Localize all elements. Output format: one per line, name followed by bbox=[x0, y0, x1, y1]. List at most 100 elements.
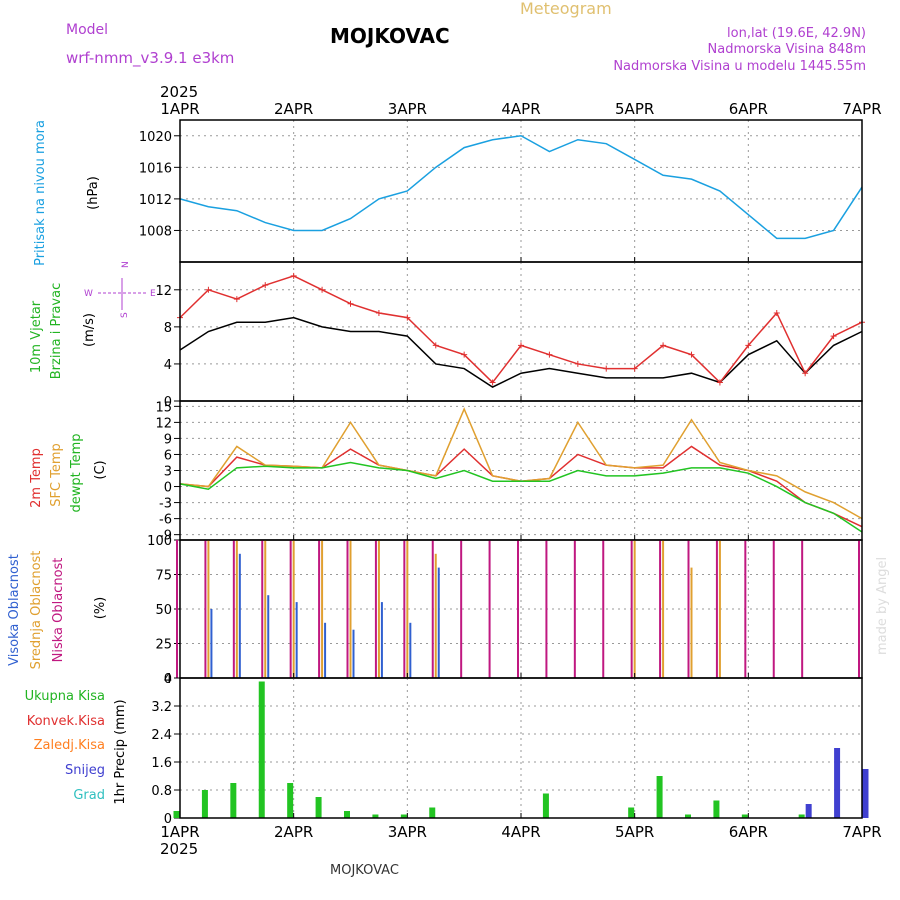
pressure-panel: 1008 1012 1016 1020 bbox=[139, 119, 863, 263]
bar-niska-oblacnost bbox=[858, 540, 860, 678]
ytick-label: 9 bbox=[164, 432, 172, 447]
ytick-label: 4 bbox=[164, 358, 172, 373]
temp2m-axis-label: 2m Temp bbox=[29, 448, 44, 508]
bar-srednja-oblacnost bbox=[349, 540, 352, 678]
model-elevation-label: Nadmorska Visina u modelu 1445.55m bbox=[613, 59, 866, 74]
ytick-label: 100 bbox=[147, 534, 172, 549]
bar-srednja-oblacnost bbox=[321, 540, 324, 678]
bar-ukupna-kisa bbox=[173, 811, 180, 818]
series-line-pritisak bbox=[179, 135, 863, 240]
ytick-label: 75 bbox=[155, 569, 172, 584]
bar-niska-oblacnost bbox=[517, 540, 519, 678]
sfc-axis-label: SFC Temp bbox=[49, 443, 64, 507]
ytick-label: 0.8 bbox=[151, 784, 172, 799]
gust-marker bbox=[631, 365, 638, 372]
low-cloud-axis-label: Niska Oblacnost bbox=[51, 558, 66, 663]
bar-ukupna-kisa bbox=[798, 814, 805, 818]
precip-legend-conv: Konvek.Kisa bbox=[27, 714, 105, 729]
bar-niska-oblacnost bbox=[176, 540, 178, 678]
date-label-bottom: 7APR bbox=[842, 823, 881, 841]
date-label-bottom: 2APR bbox=[274, 823, 313, 841]
ytick-label: -3 bbox=[159, 497, 172, 512]
bar-niska-oblacnost bbox=[374, 540, 377, 678]
bar-niska-oblacnost bbox=[318, 540, 321, 678]
pressure-unit-label: (hPa) bbox=[86, 176, 101, 210]
date-label-top: 1APR bbox=[160, 100, 199, 118]
bar-ukupna-kisa bbox=[741, 814, 748, 818]
bar-visoka-oblacnost bbox=[324, 622, 327, 678]
bar-ukupna-kisa bbox=[201, 790, 208, 818]
bar-niska-oblacnost bbox=[715, 540, 718, 678]
ytick-label: 1008 bbox=[139, 224, 172, 239]
date-label-top: 5APR bbox=[615, 100, 654, 118]
precip-unit-label: 1hr Precip (mm) bbox=[113, 699, 128, 804]
gust-marker bbox=[404, 314, 411, 321]
bar-srednja-oblacnost bbox=[633, 540, 636, 678]
date-label-bottom: 4APR bbox=[501, 823, 540, 841]
wind-axis-label-2: Brzina i Pravac bbox=[49, 283, 64, 380]
ytick-label: 15 bbox=[155, 400, 172, 415]
bar-srednja-oblacnost bbox=[434, 553, 437, 678]
watermark: made by Angel bbox=[875, 557, 890, 655]
gust-marker bbox=[375, 309, 382, 316]
wind-panel: 0 4 8 12 bbox=[155, 261, 865, 410]
series-line-dewpt-temp bbox=[179, 461, 863, 533]
bar-snijeg bbox=[805, 804, 812, 818]
ytick-label: 8 bbox=[164, 321, 172, 336]
bar-niska-oblacnost bbox=[289, 540, 292, 678]
bar-niska-oblacnost bbox=[460, 540, 463, 678]
bar-visoka-oblacnost bbox=[295, 602, 298, 678]
ytick-label: 4 bbox=[164, 672, 172, 687]
wind-unit-label: (m/s) bbox=[82, 313, 97, 347]
bar-ukupna-kisa bbox=[429, 807, 436, 818]
ytick-label: -9 bbox=[159, 529, 172, 544]
gust-marker bbox=[518, 342, 524, 349]
ytick-label: 1020 bbox=[139, 130, 172, 145]
ytick-label: 0 bbox=[164, 672, 172, 687]
bar-srednja-oblacnost bbox=[406, 540, 409, 678]
model-label: Model bbox=[66, 22, 108, 38]
temp-unit-label: (C) bbox=[93, 460, 108, 479]
gust-marker bbox=[660, 342, 667, 349]
ytick-label: 1.6 bbox=[151, 756, 172, 771]
series-line-brzina-vjetra bbox=[179, 316, 863, 388]
bar-srednja-oblacnost bbox=[662, 540, 665, 678]
mid-cloud-axis-label: Srednja Oblacnost bbox=[29, 551, 44, 670]
pressure-axis-label: Pritisak na nivou mora bbox=[33, 120, 48, 266]
gust-marker bbox=[319, 286, 326, 293]
panel-frame bbox=[179, 677, 863, 819]
bar-niska-oblacnost bbox=[744, 540, 747, 678]
ytick-label: 1012 bbox=[139, 193, 172, 208]
model-name: wrf-nmm_v3.9.1 e3km bbox=[66, 49, 234, 68]
gust-marker bbox=[489, 379, 496, 386]
gust-marker bbox=[802, 370, 809, 377]
bottom-date-axis: 1APR 2APR 3APR 4APR 5APR 6APR 7APR bbox=[160, 823, 881, 841]
bar-ukupna-kisa bbox=[713, 800, 720, 818]
cloud-panel: 0 25 50 75 100 bbox=[147, 534, 863, 687]
ytick-label: 3.2 bbox=[151, 700, 172, 715]
gust-marker bbox=[745, 342, 752, 349]
ytick-label: 25 bbox=[155, 638, 172, 653]
bar-niska-oblacnost bbox=[545, 540, 548, 678]
bar-snijeg bbox=[862, 769, 869, 818]
bar-srednja-oblacnost bbox=[690, 567, 693, 678]
bar-visoka-oblacnost bbox=[352, 629, 355, 678]
bar-snijeg bbox=[834, 748, 841, 818]
bar-niska-oblacnost bbox=[431, 540, 434, 678]
elevation-label: Nadmorska Visina 848m bbox=[708, 42, 867, 57]
wind-axis-label-1: 10m Vjetar bbox=[29, 300, 44, 373]
compass-east: E bbox=[150, 289, 156, 299]
date-label-bottom: 3APR bbox=[388, 823, 427, 841]
ytick-label: 2.4 bbox=[151, 728, 172, 743]
gust-marker bbox=[262, 282, 269, 289]
bar-ukupna-kisa bbox=[287, 783, 294, 818]
date-label-bottom: 1APR bbox=[160, 823, 199, 841]
ytick-label: 6 bbox=[164, 448, 172, 463]
date-label-top: 7APR bbox=[842, 100, 881, 118]
compass-south: S bbox=[120, 312, 130, 318]
gust-marker bbox=[233, 296, 240, 303]
bar-ukupna-kisa bbox=[315, 797, 322, 818]
compass-west: W bbox=[84, 289, 93, 299]
bar-niska-oblacnost bbox=[602, 540, 605, 678]
